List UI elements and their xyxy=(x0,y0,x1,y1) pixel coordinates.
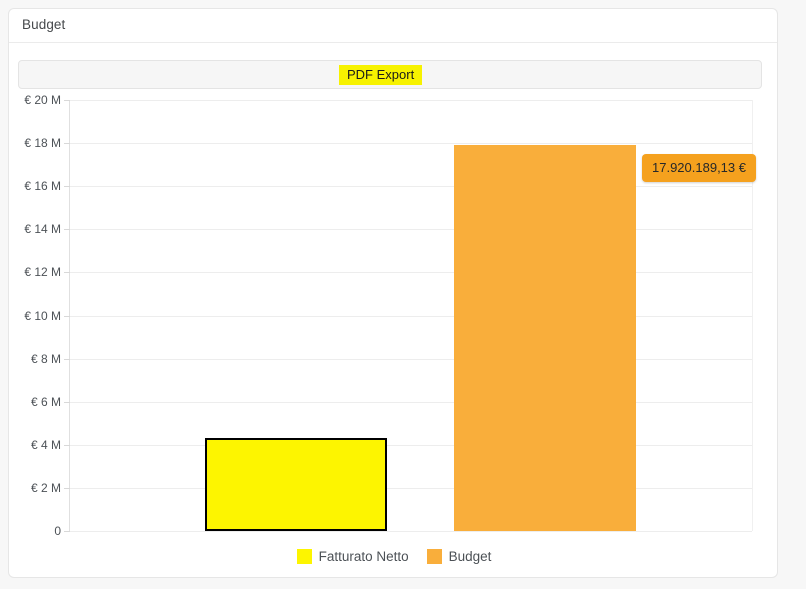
bar-budget[interactable] xyxy=(454,144,636,531)
gridline xyxy=(70,487,752,489)
chart-legend: Fatturato Netto Budget xyxy=(9,549,779,564)
y-axis-tick-mark xyxy=(64,444,70,446)
gridline xyxy=(70,100,752,101)
y-axis-tick-mark xyxy=(64,229,70,231)
gridline xyxy=(70,315,752,317)
legend-label: Fatturato Netto xyxy=(318,549,409,564)
y-axis-tick-mark xyxy=(64,487,70,489)
budget-chart-card: Budget PDF Export 0 € 2 M € 4 M € 6 M € 8 M €… xyxy=(8,8,778,578)
pdf-export-button[interactable]: PDF Export xyxy=(339,65,423,85)
card-header: Budget xyxy=(9,9,777,43)
y-axis-tick-label: € 20 M xyxy=(24,93,61,107)
legend-label: Budget xyxy=(448,549,492,564)
plot-area: 17.920.189,13 € xyxy=(69,100,756,532)
y-axis-tick-label: € 14 M xyxy=(24,222,61,237)
y-axis-tick-label: € 6 M xyxy=(30,394,61,409)
bar-fatturato-netto[interactable] xyxy=(205,438,387,531)
y-axis-tick-label: € 8 M xyxy=(30,351,61,366)
y-axis-tick-label: € 12 M xyxy=(24,265,61,280)
legend-swatch-icon xyxy=(426,549,442,564)
y-axis-tick-label: € 2 M xyxy=(30,480,61,495)
gridline xyxy=(70,272,752,274)
y-axis-tick-label: € 4 M xyxy=(30,437,61,452)
chart-toolbar: PDF Export xyxy=(18,60,762,89)
budget-value-tooltip: 17.920.189,13 € xyxy=(642,153,756,182)
gridline xyxy=(70,143,752,145)
y-axis-tick-mark xyxy=(64,531,70,532)
y-axis: 0 € 2 M € 4 M € 6 M € 8 M € 10 M € 12 M € 14 M €… xyxy=(9,93,61,538)
gridline xyxy=(70,358,752,360)
gridline xyxy=(70,531,752,532)
page-title: Budget xyxy=(22,17,66,32)
gridline xyxy=(70,186,752,188)
legend-swatch-icon xyxy=(296,549,312,564)
gridline xyxy=(70,229,752,231)
gridline xyxy=(70,444,752,446)
y-axis-tick-label: € 16 M xyxy=(24,179,61,194)
y-axis-tick-mark xyxy=(64,100,70,101)
y-axis-tick-label: € 18 M xyxy=(24,136,61,151)
y-axis-tick-mark xyxy=(64,272,70,274)
y-axis-tick-label: € 10 M xyxy=(24,308,61,323)
y-axis-tick-label: 0 xyxy=(54,524,61,538)
y-axis-tick-mark xyxy=(64,401,70,403)
y-axis-tick-mark xyxy=(64,358,70,360)
y-axis-tick-mark xyxy=(64,143,70,145)
legend-item-fatturato-netto[interactable]: Fatturato Netto xyxy=(296,549,409,564)
legend-item-budget[interactable]: Budget xyxy=(426,549,492,564)
y-axis-tick-mark xyxy=(64,186,70,188)
y-axis-tick-mark xyxy=(64,315,70,317)
budget-bar-chart: 0 € 2 M € 4 M € 6 M € 8 M € 10 M € 12 M € 14 M €… xyxy=(9,9,779,579)
gridline xyxy=(70,401,752,403)
